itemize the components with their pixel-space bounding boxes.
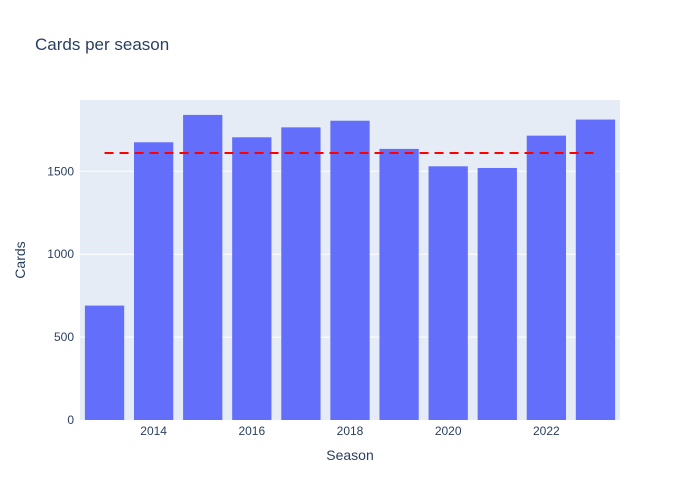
x-tick-label: 2020 [435,424,462,438]
bar-2013 [84,305,125,420]
y-tick-label: 0 [67,413,74,427]
x-tick-label: 2016 [238,424,265,438]
bar-2019 [379,148,419,420]
y-axis-ticks: 0 500 1000 1500 [47,164,74,427]
bar-2015 [183,114,223,421]
bars [84,114,616,421]
bar-2020 [428,166,468,420]
y-tick-label: 1500 [47,164,74,178]
x-tick-label: 2018 [337,424,364,438]
bar-2021 [477,167,517,420]
bar-2022 [526,135,566,420]
x-tick-label: 2022 [533,424,560,438]
bar-2023 [575,119,616,421]
y-axis-title: Cards [12,241,28,278]
chart-title: Cards per season [35,35,169,54]
bar-2014 [134,142,174,420]
bar-2016 [232,137,272,420]
x-axis-ticks: 2014 2016 2018 2020 2022 [140,424,560,438]
y-tick-label: 1000 [47,247,74,261]
y-tick-label: 500 [54,330,74,344]
bar-2017 [281,127,321,420]
bar-2018 [330,120,370,420]
x-tick-label: 2014 [140,424,167,438]
x-axis-title: Season [326,447,373,463]
